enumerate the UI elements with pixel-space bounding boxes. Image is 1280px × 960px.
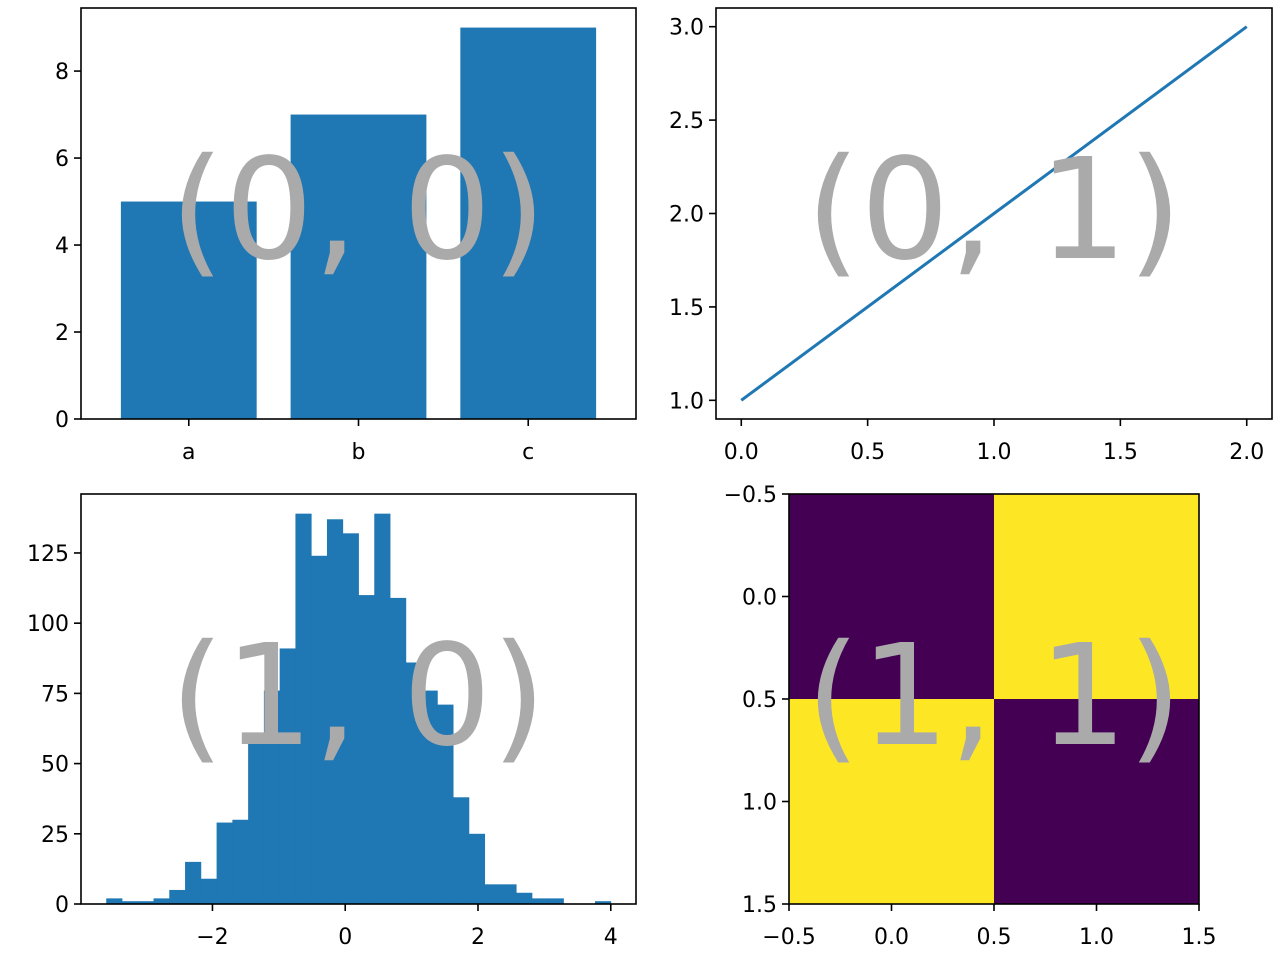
y-tick-label: 0.0 xyxy=(742,586,777,611)
hist-bin xyxy=(516,892,533,904)
hist-bin xyxy=(263,690,281,904)
x-tick-label: 2.0 xyxy=(1229,440,1264,465)
hist-bin xyxy=(185,861,202,904)
overlay-label: (0, 0) xyxy=(170,129,546,292)
y-tick-label: 2.5 xyxy=(669,109,704,134)
overlay-label: (0, 1) xyxy=(806,129,1182,292)
subplot-ax11: −0.5 0.0 0.5 1.0 1.5 −0.5 0.0 0.5 1.0 1.5 (1, 1) xyxy=(724,483,1217,950)
axes-frame xyxy=(80,493,637,905)
x-tick-label: b xyxy=(352,440,366,465)
hist-bin xyxy=(390,597,407,904)
hist-bin xyxy=(153,898,170,904)
hist-bin xyxy=(216,822,233,904)
y-tick-label: 100 xyxy=(27,612,69,637)
x-tick-label: 0.0 xyxy=(724,440,759,465)
x-tick-label: 0.0 xyxy=(874,925,909,950)
y-tick-label: 1.0 xyxy=(742,791,777,816)
overlay-label: (1, 0) xyxy=(170,615,546,778)
y-tick-label: 0 xyxy=(55,408,69,433)
subplot-ax10: 0 25 50 75 100 125 −2 0 2 4 (1, 0) xyxy=(27,493,637,950)
hist-bin xyxy=(437,704,454,904)
y-tick-label: −0.5 xyxy=(724,483,777,508)
data-line xyxy=(740,25,1248,402)
y-tick-label: 0 xyxy=(55,893,69,918)
x-tick-label: 1.0 xyxy=(1079,925,1114,950)
hist-bin xyxy=(547,898,564,904)
hist-bin xyxy=(500,884,517,904)
heatmap-cell xyxy=(789,494,994,699)
hist-bin xyxy=(279,648,296,904)
x-tick-label: −2 xyxy=(196,925,228,950)
x-tick-label: 0.5 xyxy=(977,925,1012,950)
y-tick-label: 4 xyxy=(55,234,69,259)
hist-bin xyxy=(326,519,344,904)
y-tick-label: 75 xyxy=(41,682,69,707)
bar-c xyxy=(460,27,597,419)
subplot-ax01: 1.0 1.5 2.0 2.5 3.0 0.0 0.5 1.0 1.5 2.0 (0, 1) xyxy=(669,7,1273,465)
hist-bin xyxy=(311,555,328,904)
y-tick-label: 1.5 xyxy=(742,893,777,918)
y-tick-label: 8 xyxy=(55,60,69,85)
hist-bin xyxy=(468,833,486,904)
hist-bin xyxy=(106,898,123,904)
x-tick-label: 0 xyxy=(338,925,352,950)
y-tick-label: 0.5 xyxy=(742,688,777,713)
hist-bin xyxy=(421,690,438,904)
hist-bin xyxy=(531,898,549,904)
y-tick-label: 2.0 xyxy=(669,203,704,228)
hist-bin xyxy=(169,889,186,904)
x-tick-label: 0.5 xyxy=(850,440,885,465)
y-tick-label: 6 xyxy=(55,147,69,172)
heatmap-cell xyxy=(789,699,994,904)
hist-bin xyxy=(121,901,139,904)
x-tick-label: 1.0 xyxy=(977,440,1012,465)
heatmap-cell xyxy=(994,699,1199,904)
hist-bin xyxy=(358,595,375,904)
hist-bin xyxy=(484,884,501,904)
hist-bin xyxy=(405,662,422,904)
x-tick-label: 1.5 xyxy=(1182,925,1217,950)
hist-bin xyxy=(200,878,217,904)
heatmap-cell xyxy=(994,494,1199,699)
y-tick-label: 2 xyxy=(55,321,69,346)
y-tick-label: 3.0 xyxy=(669,16,704,41)
x-tick-label: c xyxy=(522,440,534,465)
x-tick-label: −0.5 xyxy=(762,925,815,950)
x-tick-label: 2 xyxy=(471,925,485,950)
x-tick-label: a xyxy=(182,440,195,465)
hist-bin xyxy=(137,901,154,904)
hist-bin xyxy=(295,513,312,904)
hist-bin xyxy=(248,743,265,904)
y-tick-label: 125 xyxy=(27,542,69,567)
x-tick-label: 1.5 xyxy=(1103,440,1138,465)
bar-b xyxy=(290,114,427,420)
x-tick-label: 4 xyxy=(604,925,618,950)
hist-bin xyxy=(374,513,391,904)
bar-a xyxy=(120,201,257,419)
overlay-label: (1, 1) xyxy=(806,615,1182,778)
hist-bin xyxy=(232,819,249,904)
y-tick-label: 50 xyxy=(41,753,69,778)
hist-bin xyxy=(453,797,470,904)
y-tick-label: 25 xyxy=(41,823,69,848)
hist-bin xyxy=(342,533,359,904)
hist-bin xyxy=(595,901,612,904)
y-tick-label: 1.0 xyxy=(669,389,704,414)
y-tick-label: 1.5 xyxy=(669,296,704,321)
subplot-ax00: 0 2 4 6 8 a b c (0, 0) xyxy=(55,7,637,465)
